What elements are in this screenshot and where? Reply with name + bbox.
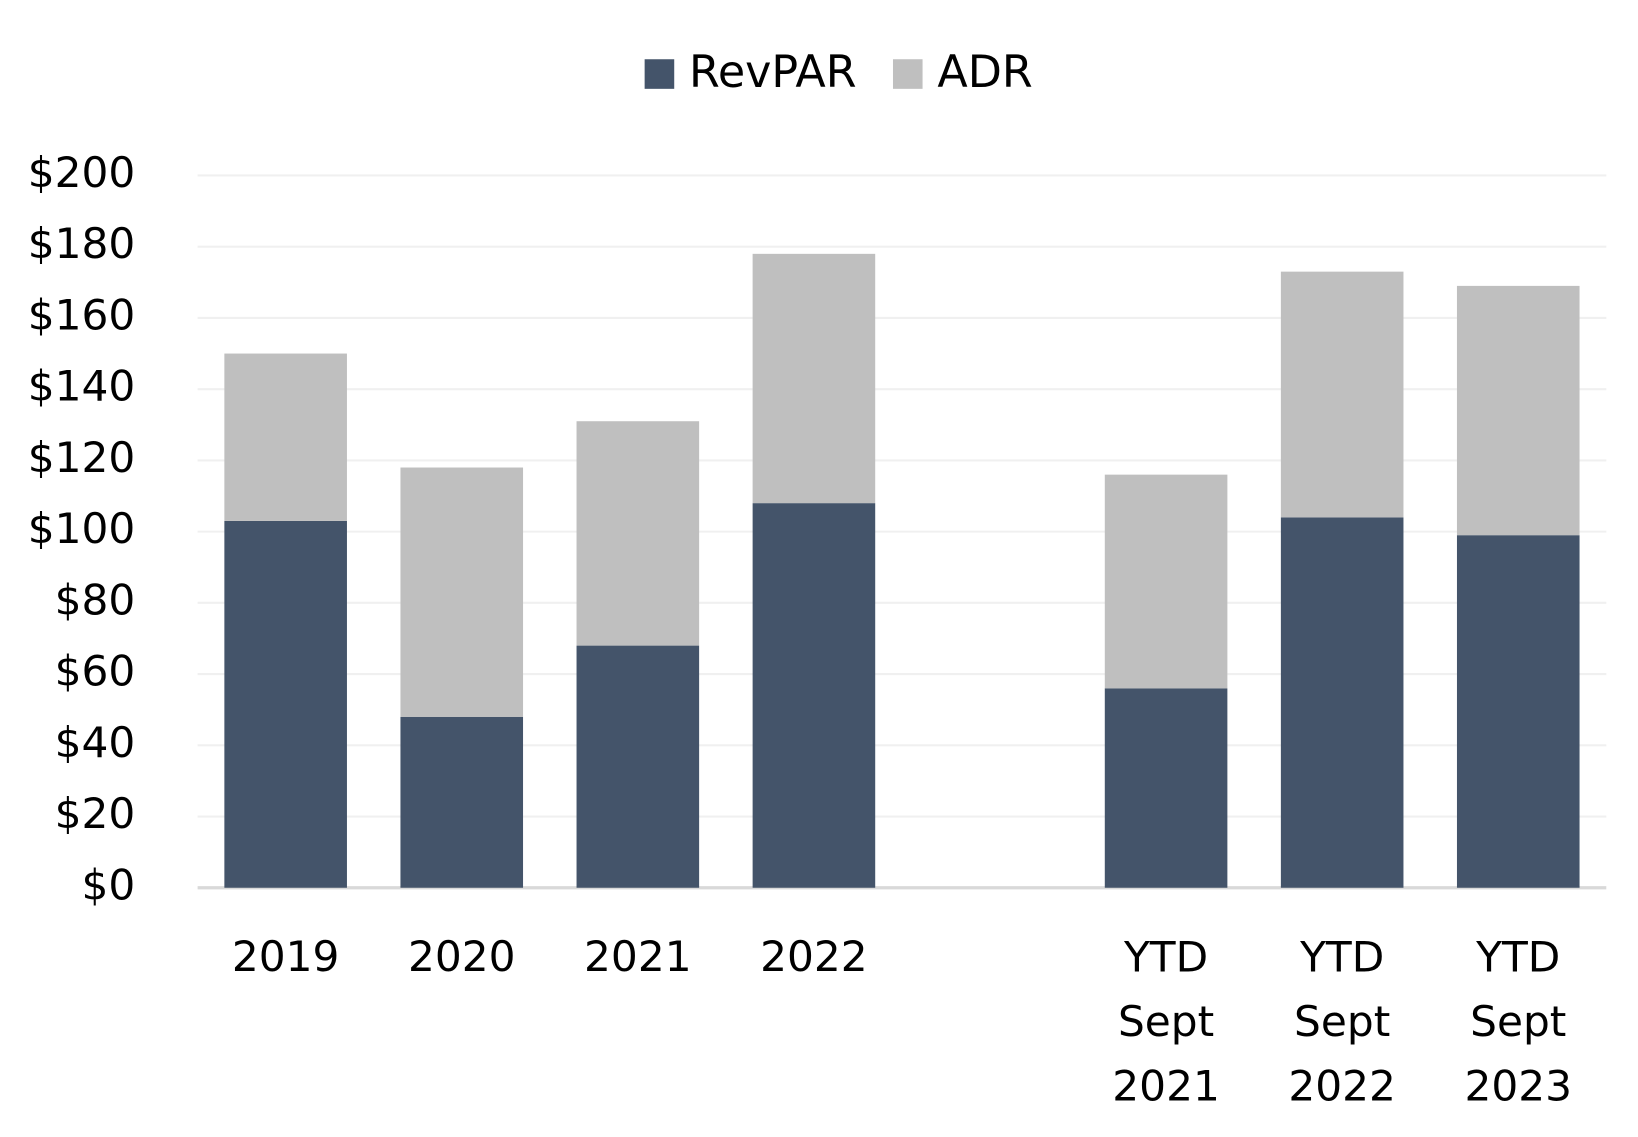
- y-tick-label: $0: [81, 860, 135, 909]
- bar-segment: [1280, 517, 1404, 888]
- bar-segment: [400, 716, 524, 888]
- bar-segment: [1104, 474, 1228, 689]
- y-tick-label: $80: [55, 575, 136, 624]
- bar-segment: [400, 467, 524, 717]
- bar-segment: [224, 520, 347, 888]
- y-tick-label: $100: [28, 504, 136, 553]
- x-tick-label: 2022: [760, 932, 868, 981]
- legend-swatch: [644, 59, 675, 89]
- y-tick-label: $20: [55, 789, 136, 838]
- y-tick-label: $140: [28, 362, 136, 411]
- x-tick-label: 2020: [408, 932, 516, 981]
- legend-label: RevPAR: [689, 47, 857, 98]
- legend-swatch: [892, 59, 923, 89]
- y-tick-label: $160: [28, 290, 136, 339]
- bar-segment: [576, 645, 700, 888]
- y-tick-label: $200: [28, 148, 136, 197]
- y-tick-label: $60: [55, 647, 136, 696]
- y-tick-label: $120: [28, 433, 136, 482]
- bar-segment: [752, 503, 876, 888]
- x-tick-label: YTD Sept 2023: [1464, 932, 1572, 1110]
- y-tick-label: $40: [55, 718, 136, 767]
- bar-segment: [224, 353, 347, 521]
- bar-segment: [1456, 285, 1580, 536]
- bar-segment: [1280, 271, 1404, 518]
- bar-segment: [576, 421, 700, 646]
- y-tick-label: $180: [28, 219, 136, 268]
- bar-segment: [1456, 535, 1580, 888]
- x-tick-label: YTD Sept 2022: [1288, 932, 1396, 1110]
- bar-segment: [1104, 688, 1228, 888]
- legend-label: ADR: [937, 47, 1032, 98]
- x-tick-label: 2021: [584, 932, 692, 981]
- x-tick-label: YTD Sept 2021: [1112, 932, 1220, 1110]
- x-tick-label: 2019: [232, 932, 340, 981]
- bar-segment: [752, 253, 876, 504]
